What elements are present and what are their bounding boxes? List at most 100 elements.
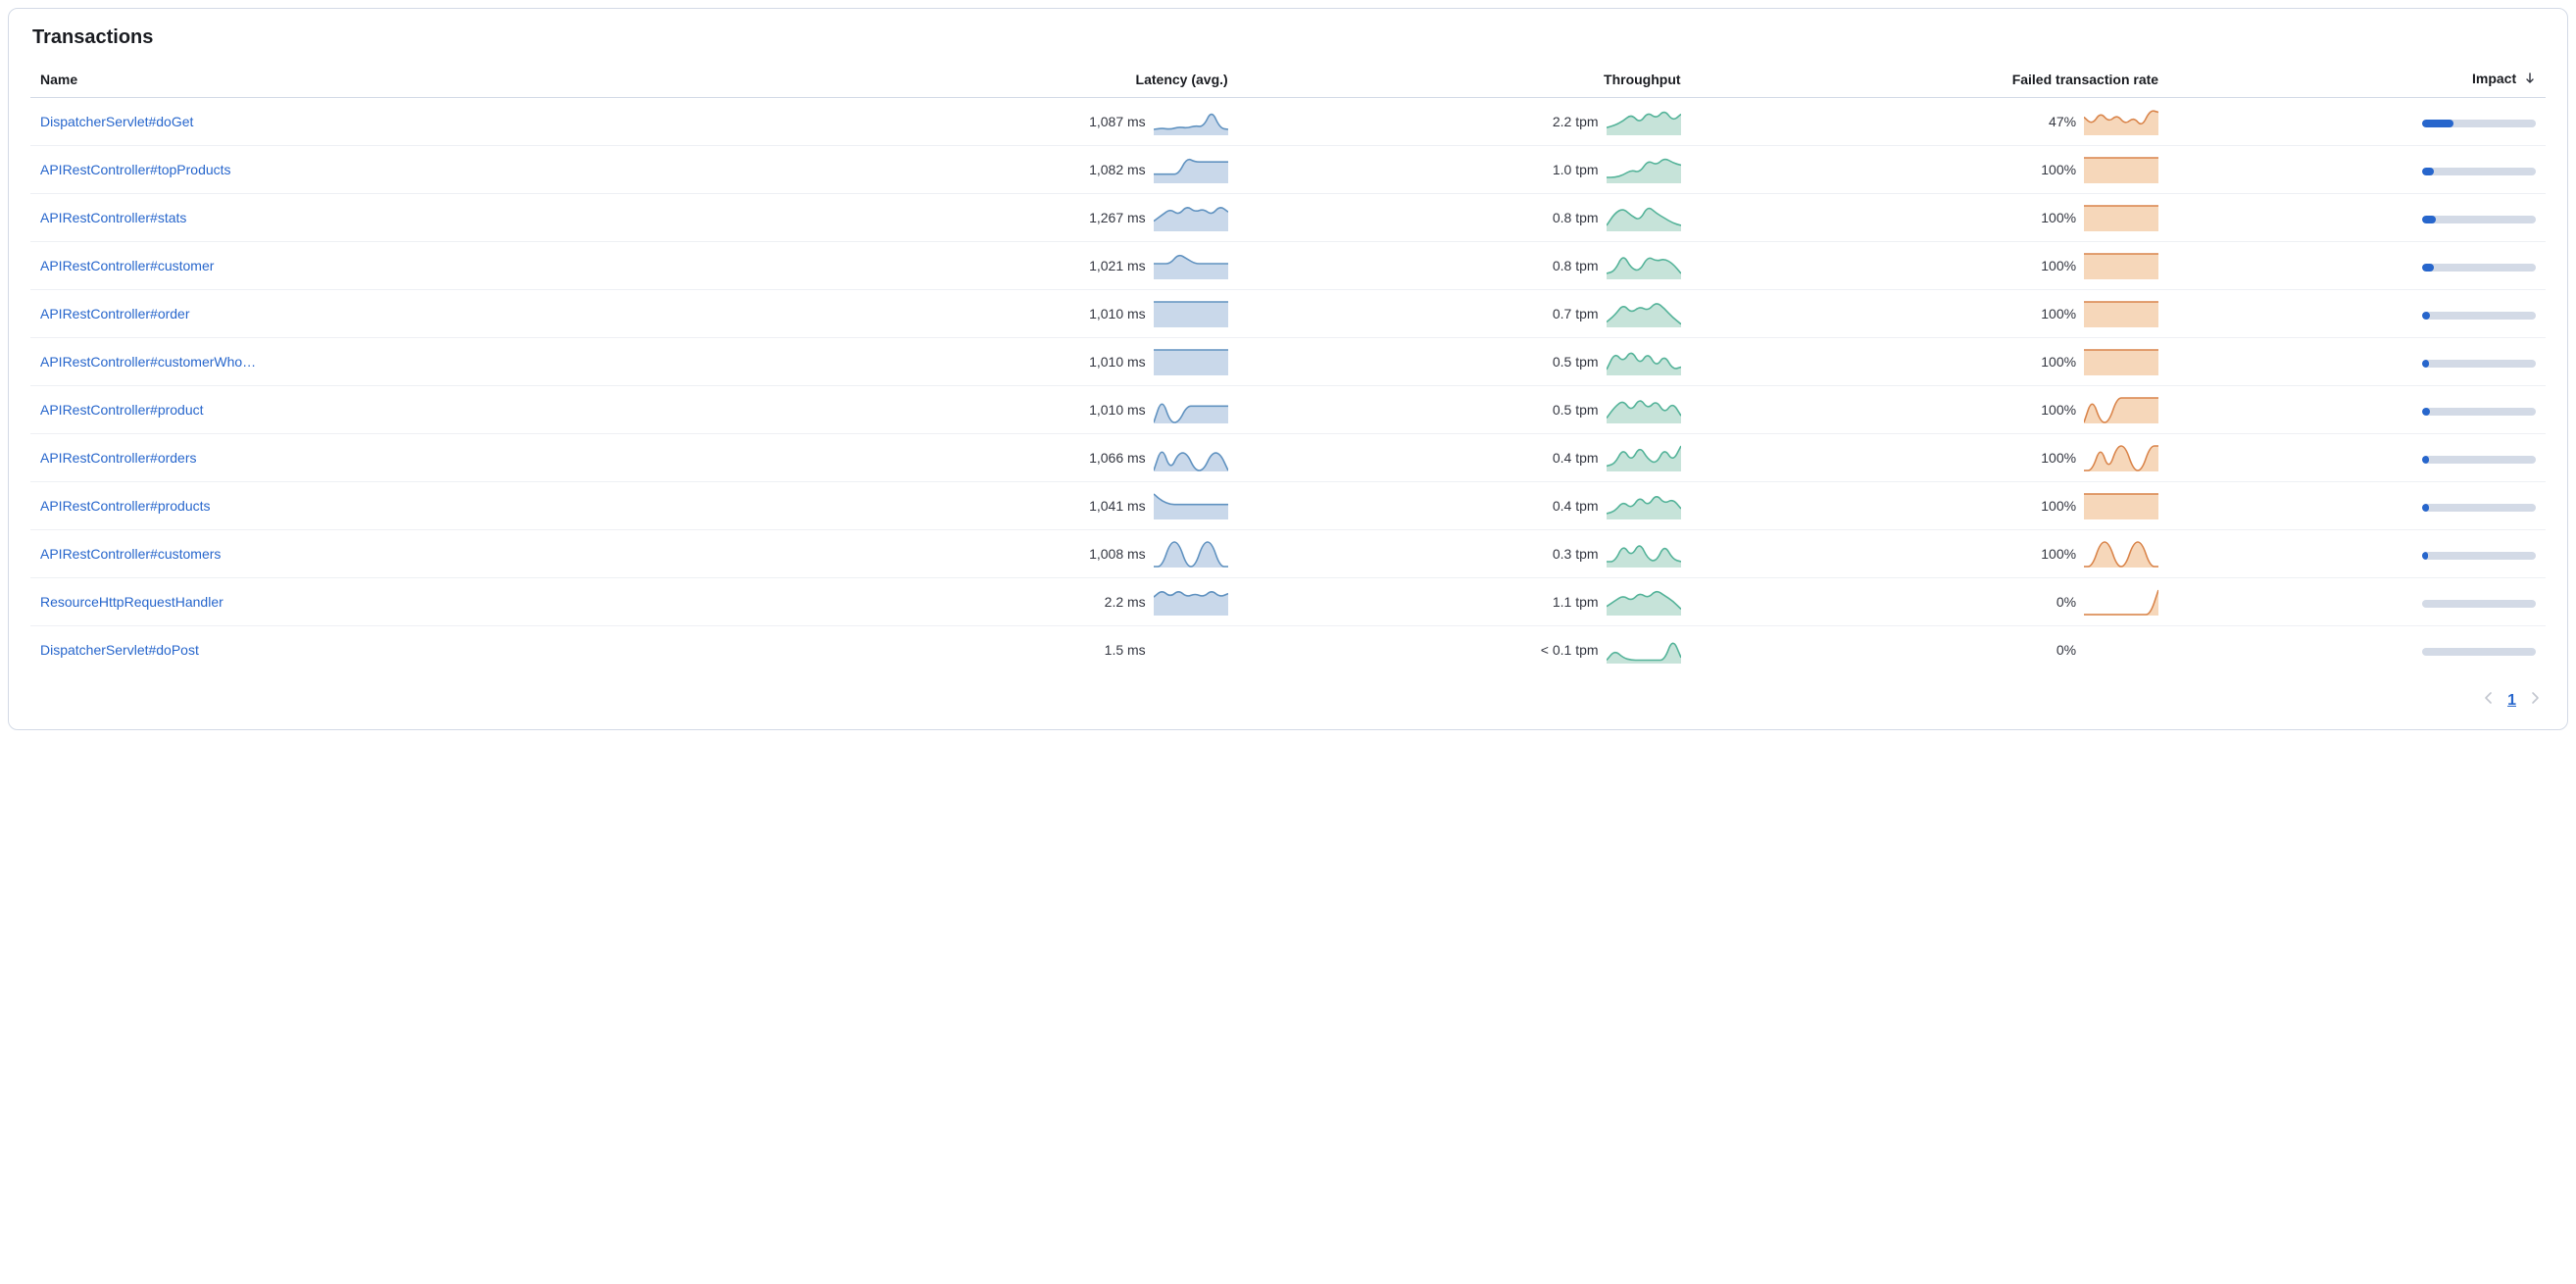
failed-cell: 100%	[1701, 300, 2159, 327]
failed-value: 47%	[2049, 114, 2076, 129]
failed-cell: 0%	[1701, 588, 2159, 616]
impact-bar	[2422, 120, 2536, 127]
transaction-link[interactable]: APIRestController#stats	[40, 210, 775, 225]
latency-value: 1,267 ms	[1089, 210, 1146, 225]
impact-bar	[2422, 648, 2536, 656]
failed-value: 100%	[2041, 354, 2076, 370]
failed-cell: 100%	[1701, 492, 2159, 519]
impact-bar	[2422, 552, 2536, 560]
failed-cell: 47%	[1701, 108, 2159, 135]
throughput-cell: 0.8 tpm	[1248, 252, 1681, 279]
throughput-value: 0.5 tpm	[1553, 354, 1599, 370]
throughput-value: < 0.1 tpm	[1541, 642, 1599, 658]
throughput-cell: 0.4 tpm	[1248, 444, 1681, 471]
latency-cell: 1,087 ms	[795, 108, 1228, 135]
transaction-link[interactable]: DispatcherServlet#doGet	[40, 114, 775, 129]
latency-cell: 1,082 ms	[795, 156, 1228, 183]
failed-value: 100%	[2041, 306, 2076, 321]
failed-value: 100%	[2041, 210, 2076, 225]
table-row: APIRestController#customerWho… 1,010 ms 0.…	[30, 338, 2546, 386]
failed-cell: 100%	[1701, 444, 2159, 471]
failed-value: 100%	[2041, 450, 2076, 466]
latency-cell: 1,010 ms	[795, 300, 1228, 327]
latency-value: 1,066 ms	[1089, 450, 1146, 466]
col-header-latency[interactable]: Latency (avg.)	[785, 63, 1238, 98]
col-header-name-label: Name	[40, 72, 77, 87]
throughput-value: 0.4 tpm	[1553, 450, 1599, 466]
pager-prev[interactable]	[2484, 691, 2494, 710]
table-row: APIRestController#stats 1,267 ms 0.8 tpm 10…	[30, 194, 2546, 242]
col-header-latency-label: Latency (avg.)	[1136, 72, 1228, 87]
transaction-link[interactable]: ResourceHttpRequestHandler	[40, 594, 775, 610]
table-row: APIRestController#products 1,041 ms 0.4 tp…	[30, 482, 2546, 530]
failed-value: 0%	[2056, 642, 2076, 658]
transaction-link[interactable]: APIRestController#products	[40, 498, 775, 514]
throughput-cell: 0.8 tpm	[1248, 204, 1681, 231]
latency-cell: 1,021 ms	[795, 252, 1228, 279]
pager-next[interactable]	[2530, 691, 2540, 710]
sort-desc-icon	[2524, 72, 2536, 87]
throughput-value: 0.7 tpm	[1553, 306, 1599, 321]
latency-cell: 1,066 ms	[795, 444, 1228, 471]
col-header-throughput[interactable]: Throughput	[1238, 63, 1691, 98]
table-row: APIRestController#order 1,010 ms 0.7 tpm 10…	[30, 290, 2546, 338]
failed-value: 100%	[2041, 258, 2076, 273]
throughput-value: 0.8 tpm	[1553, 210, 1599, 225]
throughput-cell: 0.3 tpm	[1248, 540, 1681, 568]
transactions-table: Name Latency (avg.) Throughput Failed tr…	[30, 63, 2546, 673]
throughput-value: 1.1 tpm	[1553, 594, 1599, 610]
transaction-link[interactable]: APIRestController#customers	[40, 546, 775, 562]
table-row: APIRestController#orders 1,066 ms 0.4 tpm 1…	[30, 434, 2546, 482]
throughput-value: 0.4 tpm	[1553, 498, 1599, 514]
panel-title: Transactions	[30, 26, 2546, 49]
impact-bar	[2422, 600, 2536, 608]
latency-value: 1,008 ms	[1089, 546, 1146, 562]
failed-cell: 100%	[1701, 540, 2159, 568]
impact-bar	[2422, 360, 2536, 368]
col-header-impact-label: Impact	[2472, 71, 2516, 86]
table-row: DispatcherServlet#doPost 1.5 ms < 0.1 tpm 0…	[30, 626, 2546, 674]
col-header-failed[interactable]: Failed transaction rate	[1691, 63, 2169, 98]
latency-cell: 1,041 ms	[795, 492, 1228, 519]
throughput-value: 0.3 tpm	[1553, 546, 1599, 562]
throughput-value: 2.2 tpm	[1553, 114, 1599, 129]
throughput-cell: 1.0 tpm	[1248, 156, 1681, 183]
transaction-link[interactable]: APIRestController#customer	[40, 258, 775, 273]
throughput-value: 0.5 tpm	[1553, 402, 1599, 418]
latency-value: 1,010 ms	[1089, 402, 1146, 418]
transaction-link[interactable]: APIRestController#order	[40, 306, 775, 321]
failed-cell: 100%	[1701, 396, 2159, 423]
latency-cell: 1.5 ms	[795, 636, 1228, 664]
transaction-link[interactable]: APIRestController#topProducts	[40, 162, 775, 177]
latency-value: 1,010 ms	[1089, 306, 1146, 321]
failed-cell: 100%	[1701, 348, 2159, 375]
table-row: APIRestController#customers 1,008 ms 0.3 t…	[30, 530, 2546, 578]
col-header-impact[interactable]: Impact	[2168, 63, 2546, 98]
transaction-link[interactable]: APIRestController#product	[40, 402, 775, 418]
impact-bar	[2422, 312, 2536, 320]
transaction-link[interactable]: APIRestController#customerWho…	[40, 354, 775, 370]
throughput-cell: 0.4 tpm	[1248, 492, 1681, 519]
transaction-link[interactable]: APIRestController#orders	[40, 450, 775, 466]
latency-cell: 1,008 ms	[795, 540, 1228, 568]
impact-bar	[2422, 168, 2536, 175]
col-header-name[interactable]: Name	[30, 63, 785, 98]
throughput-cell: 2.2 tpm	[1248, 108, 1681, 135]
impact-bar	[2422, 408, 2536, 416]
impact-bar	[2422, 216, 2536, 223]
impact-bar	[2422, 504, 2536, 512]
failed-cell: 100%	[1701, 252, 2159, 279]
transaction-link[interactable]: DispatcherServlet#doPost	[40, 642, 775, 658]
failed-value: 0%	[2056, 594, 2076, 610]
pager-current[interactable]: 1	[2507, 692, 2516, 710]
latency-value: 1,010 ms	[1089, 354, 1146, 370]
latency-cell: 1,010 ms	[795, 348, 1228, 375]
table-row: APIRestController#product 1,010 ms 0.5 tpm…	[30, 386, 2546, 434]
throughput-cell: < 0.1 tpm	[1248, 636, 1681, 664]
failed-cell: 100%	[1701, 156, 2159, 183]
table-row: ResourceHttpRequestHandler2.2 ms1.1 tpm0…	[30, 578, 2546, 626]
throughput-value: 0.8 tpm	[1553, 258, 1599, 273]
failed-value: 100%	[2041, 546, 2076, 562]
throughput-cell: 1.1 tpm	[1248, 588, 1681, 616]
latency-cell: 1,010 ms	[795, 396, 1228, 423]
